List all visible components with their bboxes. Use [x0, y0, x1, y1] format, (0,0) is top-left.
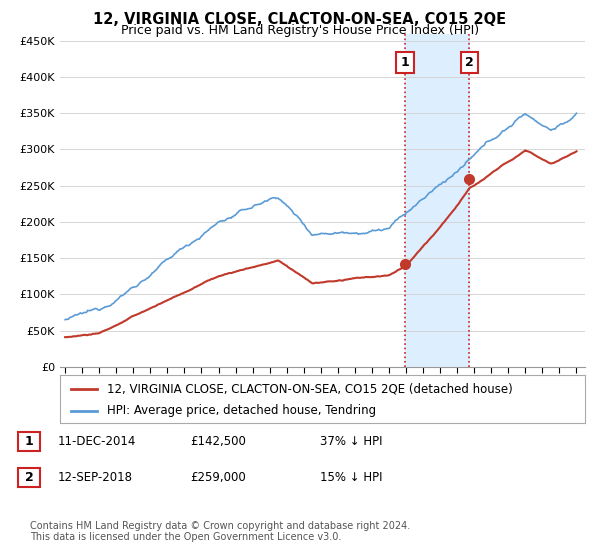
Text: 12, VIRGINIA CLOSE, CLACTON-ON-SEA, CO15 2QE: 12, VIRGINIA CLOSE, CLACTON-ON-SEA, CO15… — [94, 12, 506, 27]
Text: HPI: Average price, detached house, Tendring: HPI: Average price, detached house, Tend… — [107, 404, 376, 417]
Text: 37% ↓ HPI: 37% ↓ HPI — [320, 435, 383, 448]
Text: 2: 2 — [25, 471, 34, 484]
Text: Price paid vs. HM Land Registry's House Price Index (HPI): Price paid vs. HM Land Registry's House … — [121, 24, 479, 36]
Bar — [18, 432, 40, 451]
Text: £259,000: £259,000 — [190, 471, 246, 484]
Text: 12, VIRGINIA CLOSE, CLACTON-ON-SEA, CO15 2QE (detached house): 12, VIRGINIA CLOSE, CLACTON-ON-SEA, CO15… — [107, 382, 513, 395]
Bar — [405, 34, 469, 367]
Text: 2: 2 — [465, 56, 473, 69]
Text: 12-SEP-2018: 12-SEP-2018 — [58, 471, 133, 484]
Text: 1: 1 — [401, 56, 409, 69]
Text: 15% ↓ HPI: 15% ↓ HPI — [320, 471, 383, 484]
Text: £142,500: £142,500 — [190, 435, 246, 448]
Text: Contains HM Land Registry data © Crown copyright and database right 2024.
This d: Contains HM Land Registry data © Crown c… — [30, 521, 410, 543]
Bar — [18, 468, 40, 487]
Text: 1: 1 — [25, 435, 34, 448]
Text: 11-DEC-2014: 11-DEC-2014 — [58, 435, 136, 448]
